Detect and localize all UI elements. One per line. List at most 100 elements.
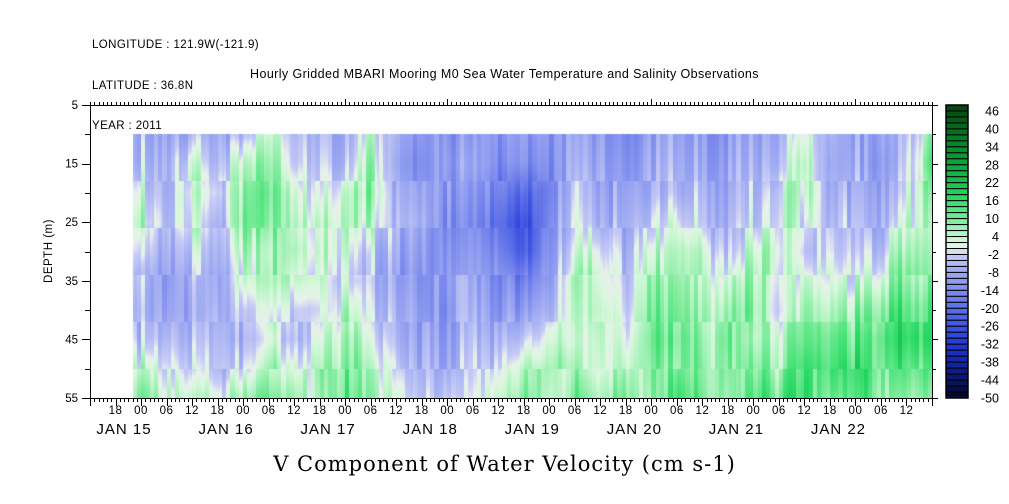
x-tick-label: 06 [262, 405, 276, 417]
colorbar-tick-label: -26 [981, 320, 999, 334]
colorbar-box [945, 224, 969, 232]
y-tick-label: 45 [65, 334, 78, 346]
x-tick-label: 12 [491, 405, 505, 417]
colorbar-box [945, 128, 969, 136]
colorbar-box [945, 313, 969, 321]
colorbar-box [945, 158, 969, 166]
colorbar-box [945, 170, 969, 178]
x-tick-label: 06 [160, 405, 174, 417]
colorbar-box [945, 331, 969, 339]
colorbar-box [945, 200, 969, 208]
colorbar-box [945, 301, 969, 309]
colorbar-box [945, 140, 969, 148]
colorbar-box [945, 116, 969, 124]
x-tick-label: 00 [134, 405, 148, 417]
colorbar-tick-label: 22 [985, 176, 999, 190]
colorbar-box [945, 212, 969, 220]
x-tick-label: 00 [849, 405, 863, 417]
colorbar-box [945, 230, 969, 238]
plot-title: Hourly Gridded MBARI Mooring M0 Sea Wate… [250, 67, 759, 81]
colorbar-tick-label: -50 [981, 392, 999, 406]
variable-label: V Component of Water Velocity (cm s-1) [273, 452, 736, 476]
colorbar-box [945, 134, 969, 142]
x-tick-label: 06 [670, 405, 684, 417]
colorbar-box [945, 277, 969, 285]
x-tick-label: 00 [440, 405, 454, 417]
x-day-label: JAN 17 [301, 421, 356, 438]
x-tick-label: 18 [415, 405, 429, 417]
x-tick-label: 12 [695, 405, 709, 417]
y-axis-label: DEPTH (m) [43, 219, 55, 283]
colorbar-box [945, 242, 969, 250]
y-tick-label: 25 [65, 217, 78, 229]
x-tick-label: 12 [185, 405, 199, 417]
colorbar-box [945, 194, 969, 202]
x-tick-label: 18 [211, 405, 225, 417]
x-tick-label: 00 [542, 405, 556, 417]
x-tick-label: 00 [338, 405, 352, 417]
x-day-label: JAN 19 [505, 421, 560, 438]
colorbar-box [945, 325, 969, 333]
colorbar-box [945, 283, 969, 291]
x-tick-label: 18 [517, 405, 531, 417]
colorbar-tick-label: -8 [988, 266, 999, 280]
colorbar-box [945, 319, 969, 327]
x-tick-label: 18 [619, 405, 633, 417]
x-day-label: JAN 15 [96, 421, 151, 438]
header-longitude: LONGITUDE : 121.9W(-121.9) [92, 39, 259, 51]
colorbar-frame [945, 104, 969, 399]
x-tick-label: 06 [874, 405, 888, 417]
y-tick-label: 35 [65, 276, 78, 288]
colorbar-box [945, 295, 969, 303]
colorbar-box [945, 259, 969, 267]
colorbar-box [945, 110, 969, 118]
x-day-label: JAN 20 [607, 421, 662, 438]
colorbar-box [945, 379, 969, 387]
x-tick-label: 12 [593, 405, 607, 417]
x-tick-label: 12 [287, 405, 301, 417]
colorbar-box [945, 253, 969, 261]
colorbar-tick-label: -2 [988, 248, 999, 262]
colorbar-box [945, 367, 969, 375]
colorbar-box [945, 104, 969, 112]
colorbar-box [945, 361, 969, 369]
y-tick-label: 5 [72, 100, 78, 112]
x-day-label: JAN 16 [198, 421, 253, 438]
colorbar-tick-label: 28 [985, 158, 999, 172]
x-tick-label: 00 [644, 405, 658, 417]
colorbar-box [945, 218, 969, 226]
colorbar-box [945, 236, 969, 244]
colorbar-tick-label: -14 [981, 284, 999, 298]
colorbar-box [945, 265, 969, 273]
colorbar-box [945, 373, 969, 381]
colorbar-tick-label: 10 [985, 212, 999, 226]
x-tick-label: 18 [721, 405, 735, 417]
colorbar-tick-label: -20 [981, 302, 999, 316]
x-day-label: JAN 22 [811, 421, 866, 438]
plot-frame [90, 105, 933, 399]
colorbar-tick-label: 40 [985, 122, 999, 136]
x-tick-label: 06 [772, 405, 786, 417]
colorbar-box [945, 385, 969, 393]
colorbar-box [945, 391, 969, 399]
y-tick-label: 15 [65, 159, 78, 171]
x-tick-label: 00 [746, 405, 760, 417]
x-tick-label: 06 [466, 405, 480, 417]
colorbar-tick-label: -44 [981, 374, 999, 388]
colorbar-box [945, 182, 969, 190]
colorbar-box [945, 176, 969, 184]
colorbar-tick-label: 4 [992, 230, 999, 244]
colorbar-tick-label: -38 [981, 356, 999, 370]
x-tick-label: 00 [236, 405, 250, 417]
colorbar-box [945, 337, 969, 345]
colorbar-box [945, 146, 969, 154]
x-tick-label: 18 [823, 405, 837, 417]
header-latitude: LATITUDE : 36.8N [92, 79, 194, 92]
velocity-heatmap-canvas [90, 105, 932, 398]
y-tick-label: 55 [65, 393, 78, 405]
colorbar-box [945, 248, 969, 255]
colorbar-box [945, 289, 969, 297]
colorbar-box [945, 188, 969, 196]
colorbar-box [945, 343, 969, 351]
